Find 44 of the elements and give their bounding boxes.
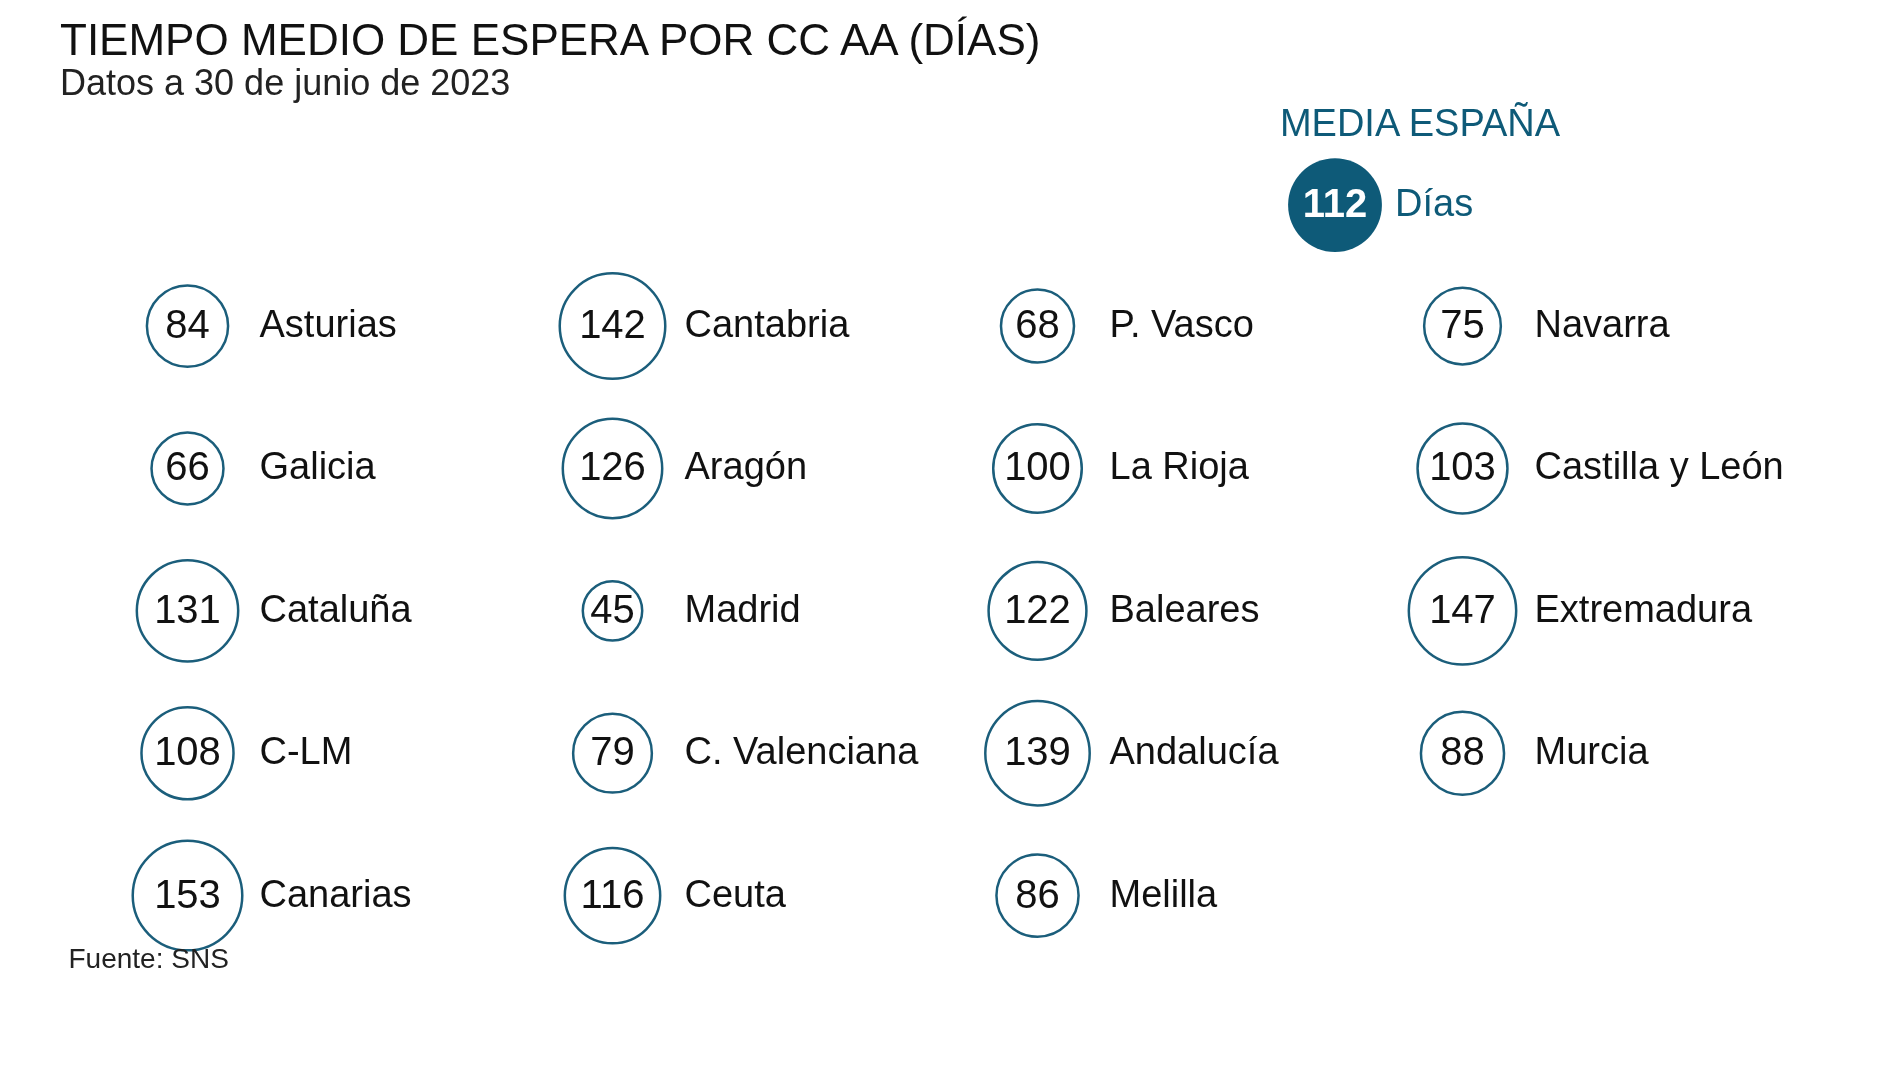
data-label: 103 [1429, 444, 1496, 489]
category-label: Galicia [259, 445, 377, 488]
category-label: Aragón [684, 445, 808, 488]
data-label: 153 [154, 871, 221, 916]
data-label: 139 [1004, 729, 1071, 774]
category-label: Madrid [684, 587, 801, 630]
source-note: Fuente: SNS [68, 942, 229, 974]
category-label: Baleares [1109, 587, 1260, 630]
data-label: 122 [1004, 586, 1071, 631]
text: 112 [1302, 181, 1368, 226]
category-label: La Rioja [1109, 445, 1250, 488]
category-label: C-LM [259, 730, 353, 773]
category-label: Navarra [1534, 303, 1671, 346]
category-label: Canarias [259, 872, 412, 915]
data-label: 131 [154, 586, 221, 631]
category-label: Extremadura [1534, 587, 1753, 630]
data-label: 116 [580, 871, 645, 916]
data-label: 84 [165, 302, 210, 347]
data-label: 86 [1015, 871, 1060, 916]
data-label: 126 [579, 444, 646, 489]
data-label: 66 [165, 444, 210, 489]
category-label: Murcia [1534, 730, 1650, 773]
data-label: 108 [154, 729, 221, 774]
text: TIEMPO MEDIO DE ESPERA POR CC AA (DÍAS) [60, 15, 1041, 65]
data-label: 100 [1004, 444, 1071, 489]
data-label: 68 [1015, 302, 1060, 347]
category-label: Andalucía [1109, 730, 1280, 773]
category-label: Cantabria [684, 303, 851, 346]
data-label: 45 [590, 586, 635, 631]
category-label: Castilla y León [1534, 445, 1784, 488]
data-label: 79 [590, 729, 635, 774]
category-label: Asturias [259, 303, 397, 346]
category-label: C. Valenciana [684, 730, 920, 773]
data-label: 147 [1429, 586, 1496, 631]
data-label: 88 [1440, 729, 1485, 774]
text: Días [1395, 182, 1474, 225]
text: MEDIA ESPAÑA [1279, 102, 1561, 145]
category-label: Melilla [1109, 872, 1219, 915]
data-label: 142 [579, 302, 646, 347]
data-label: 75 [1440, 302, 1485, 347]
category-label: Ceuta [684, 872, 787, 915]
category-label: Cataluña [259, 587, 413, 630]
category-label: P. Vasco [1109, 303, 1254, 346]
text: Datos a 30 de junio de 2023 [60, 62, 511, 104]
